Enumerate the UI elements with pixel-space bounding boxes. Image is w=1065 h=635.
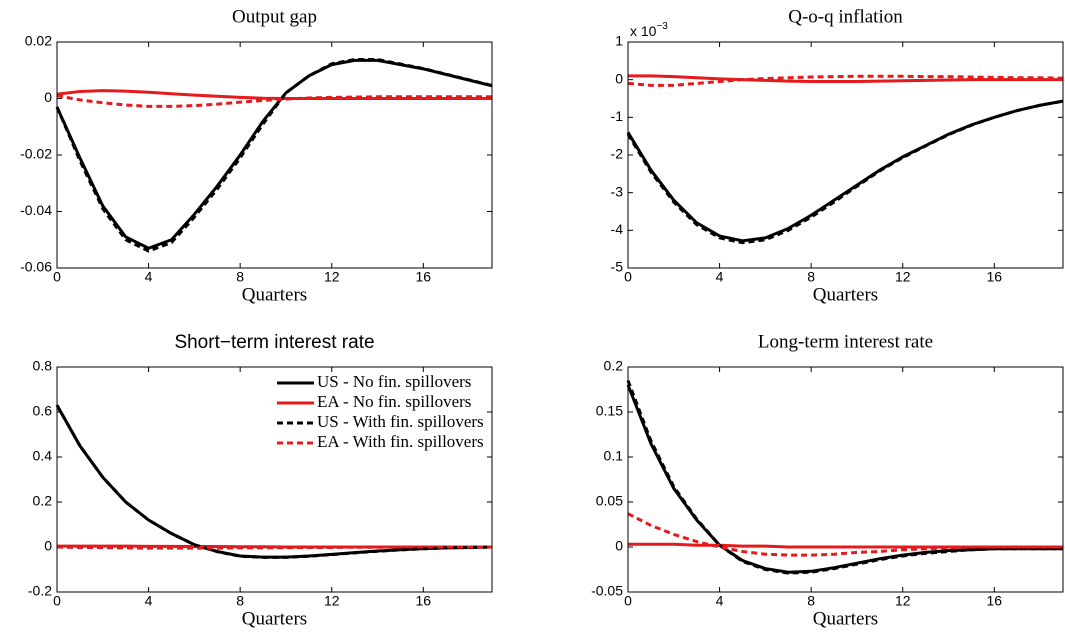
x-tick-label: 8 [807, 593, 815, 609]
series-line [56, 94, 492, 108]
axes-box [627, 366, 1064, 593]
y-tick-label: 0.8 [33, 358, 53, 374]
y-tick-label: 1 [615, 33, 623, 49]
x-tick-label: 12 [324, 269, 340, 285]
axes-box [56, 366, 493, 593]
plot-area [628, 42, 1063, 268]
axis-multiplier-base: x 10 [630, 23, 657, 39]
x-tick-label: 16 [416, 269, 432, 285]
y-tick-label: 0 [44, 89, 52, 105]
plot-area [628, 367, 1063, 592]
y-tick-label: 0.4 [33, 448, 53, 464]
chart-title: Short−term interest rate [174, 332, 374, 353]
y-tick-label: -1 [611, 108, 624, 124]
x-tick-label: 8 [807, 269, 815, 285]
legend-label: EA - With fin. spillovers [317, 432, 484, 451]
chart-title: Long-term interest rate [758, 331, 933, 352]
y-tick-label: -0.2 [28, 583, 52, 599]
y-tick-label: 0.05 [596, 493, 623, 509]
x-tick-label: 4 [145, 269, 153, 285]
series-line [626, 99, 1064, 245]
y-tick-label: 0.2 [604, 358, 624, 374]
y-tick-label: -0.02 [20, 146, 52, 162]
y-tick-label: 0.02 [25, 33, 52, 49]
x-tick-label: 12 [324, 593, 340, 609]
x-tick-label: 4 [716, 269, 724, 285]
legend-label: US - With fin. spillovers [317, 412, 484, 431]
series-line [55, 58, 493, 253]
y-tick-label: 0.1 [604, 448, 624, 464]
y-tick-label: 0.6 [33, 403, 53, 419]
series-line [628, 74, 1063, 84]
axes-box [56, 41, 493, 269]
series-line [55, 404, 493, 559]
legend-label: EA - No fin. spillovers [317, 392, 471, 411]
series-line [56, 89, 492, 100]
x-tick-label: 4 [716, 593, 724, 609]
y-tick-label: 0 [615, 70, 623, 86]
series-line [56, 545, 492, 550]
y-tick-label: 0 [615, 538, 623, 554]
chart-title: Q-o-q inflation [788, 6, 903, 27]
x-axis-label: Quarters [242, 284, 307, 305]
x-tick-label: 8 [236, 269, 244, 285]
legend-label: US - No fin. spillovers [317, 372, 471, 391]
x-tick-label: 12 [895, 269, 911, 285]
x-tick-label: 16 [416, 593, 432, 609]
axis-multiplier: x 10−3 [630, 21, 668, 39]
x-axis-label: Quarters [813, 284, 878, 305]
y-tick-label: -2 [611, 146, 624, 162]
x-axis-label: Quarters [813, 608, 878, 629]
series-line [626, 379, 1063, 575]
plot-area [57, 42, 492, 268]
series-line [627, 512, 1063, 557]
x-tick-label: 8 [236, 593, 244, 609]
y-tick-label: 0 [44, 538, 52, 554]
series-line [627, 74, 1064, 87]
x-tick-label: 0 [53, 269, 61, 285]
axis-multiplier-exponent: −3 [656, 21, 668, 32]
x-tick-label: 0 [624, 269, 632, 285]
y-tick-label: -4 [611, 221, 624, 237]
y-tick-label: -5 [611, 259, 624, 275]
plot-area [57, 367, 492, 592]
x-tick-label: 0 [624, 593, 632, 609]
x-tick-label: 4 [145, 593, 153, 609]
y-tick-label: -0.06 [20, 259, 52, 275]
x-axis-label: Quarters [242, 608, 307, 629]
x-tick-label: 0 [53, 593, 61, 609]
y-tick-label: -0.04 [20, 202, 52, 218]
chart-title: Output gap [232, 6, 317, 27]
x-tick-label: 16 [987, 593, 1003, 609]
x-tick-label: 12 [895, 593, 911, 609]
axes-box [627, 41, 1064, 269]
y-tick-label: 0.15 [596, 403, 623, 419]
x-tick-label: 16 [987, 269, 1003, 285]
y-tick-label: -0.05 [591, 583, 623, 599]
y-tick-label: 0.2 [33, 493, 53, 509]
series-line [628, 542, 1063, 549]
y-tick-label: -3 [611, 183, 624, 199]
